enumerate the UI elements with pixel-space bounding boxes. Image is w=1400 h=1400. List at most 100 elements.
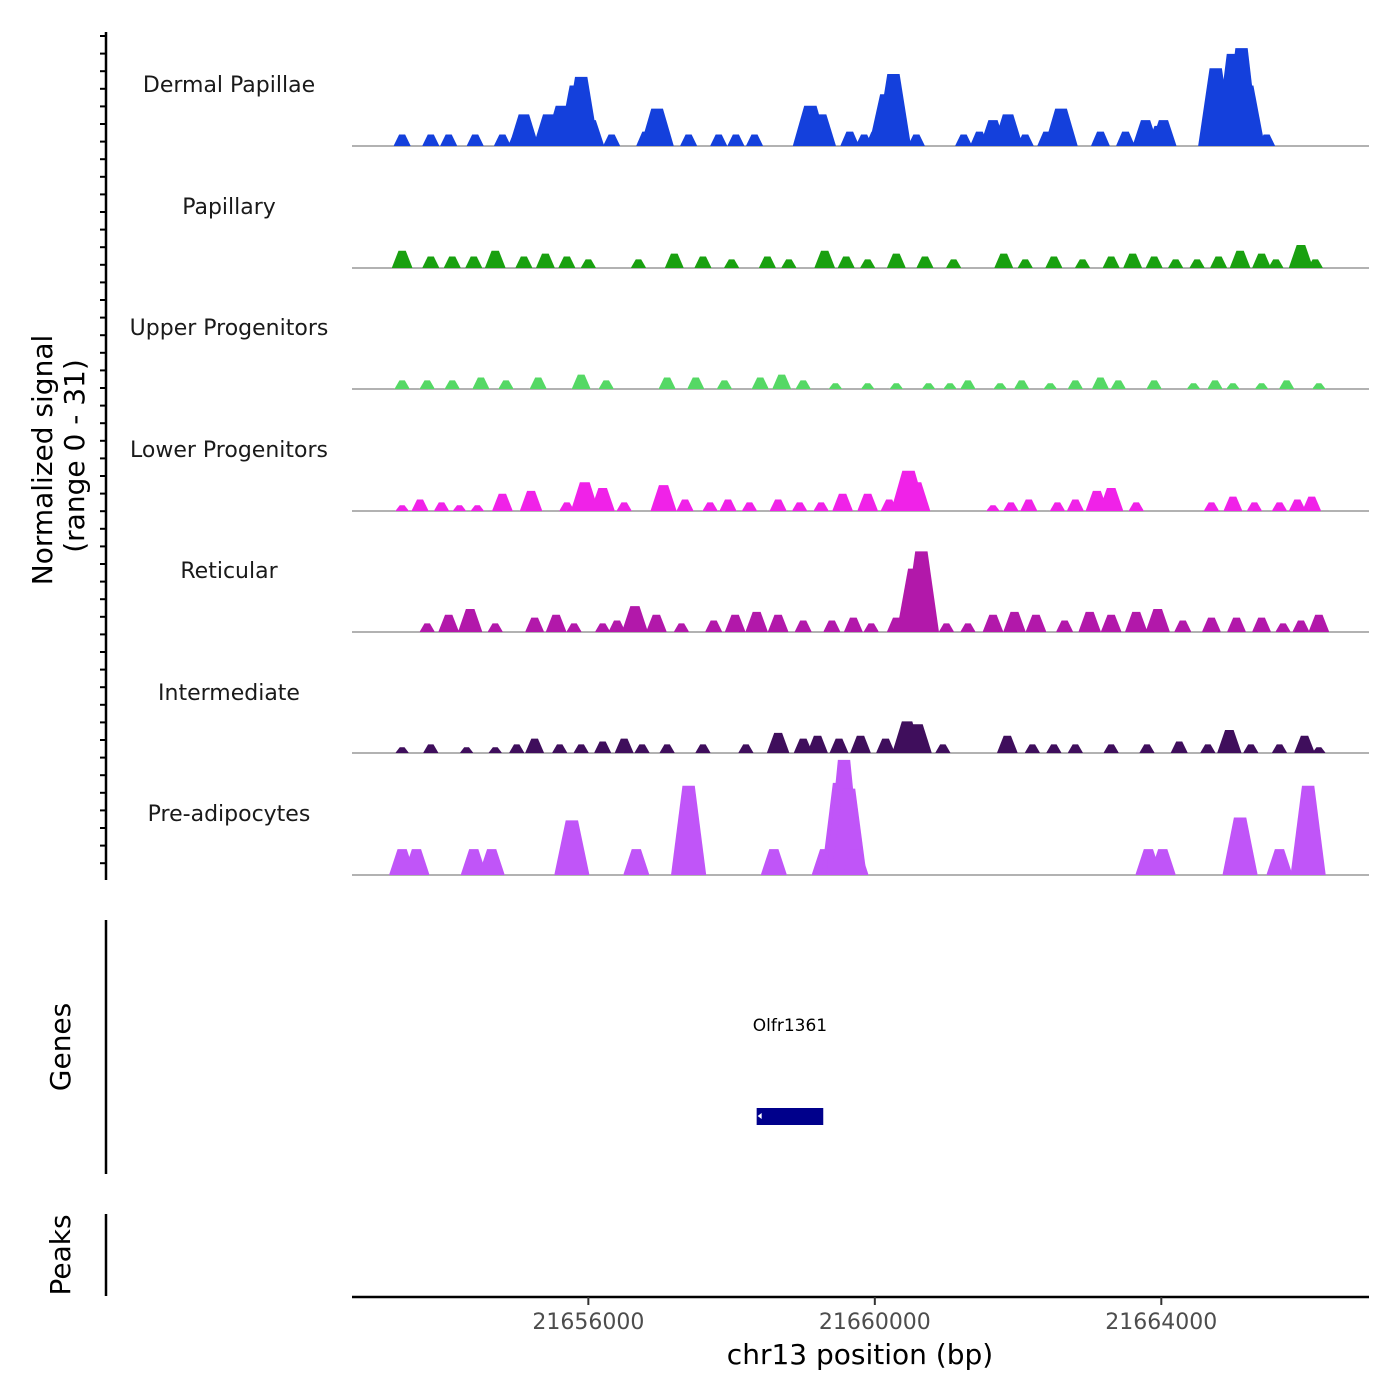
y-axis-title: Normalized signal	[26, 335, 59, 586]
signal-peak	[875, 74, 912, 146]
signal-peak	[943, 383, 957, 389]
track-dermal-papillae: Dermal Papillae	[143, 48, 1369, 147]
signal-peak	[422, 134, 440, 146]
signal-peak	[902, 482, 931, 511]
signal-peak	[828, 383, 843, 389]
signal-peak	[1292, 620, 1310, 632]
signal-peak	[1174, 620, 1192, 632]
signal-peak	[580, 259, 597, 268]
signal-peak	[1123, 253, 1143, 268]
signal-peak	[559, 502, 575, 511]
signal-peak	[443, 256, 461, 268]
signal-peak	[795, 380, 811, 389]
signal-peak	[578, 120, 605, 146]
signal-peak	[724, 614, 746, 632]
signal-peak	[535, 253, 555, 268]
signal-peak	[859, 259, 876, 268]
signal-peak	[1091, 377, 1110, 389]
signal-peak	[659, 744, 675, 753]
signal-peak	[395, 505, 409, 511]
y-axis-range-label: (range 0 - 31)	[58, 359, 91, 553]
signal-peak	[571, 374, 591, 389]
signal-peak	[1167, 259, 1184, 268]
gene-body-olfr1361	[756, 1108, 824, 1125]
signal-peak	[1145, 256, 1163, 268]
signal-peak	[781, 259, 797, 268]
signal-peak	[1275, 623, 1291, 632]
signal-peak	[945, 259, 962, 268]
track-pre-adipocytes: Pre-adipocytes	[148, 759, 1369, 876]
signal-peak	[472, 377, 490, 389]
signal-peak	[814, 250, 836, 268]
signal-peak	[634, 744, 650, 753]
signal-peak	[986, 505, 1000, 511]
signal-peak	[840, 131, 860, 146]
signal-peak	[1288, 499, 1306, 511]
signal-peak	[829, 738, 849, 753]
signal-peak	[751, 377, 769, 389]
signal-peak	[470, 505, 485, 511]
signal-peak	[1288, 244, 1314, 268]
signal-peak	[1252, 617, 1272, 632]
signal-peak	[1074, 259, 1091, 268]
signal-peak	[1308, 614, 1330, 632]
signal-peak	[1271, 744, 1288, 753]
signal-peak	[960, 623, 976, 632]
signal-peak	[1302, 496, 1322, 511]
signal-peak	[395, 747, 409, 753]
signal-peak	[955, 134, 973, 146]
track-label-pre-adipocytes: Pre-adipocytes	[148, 802, 311, 827]
signal-peak	[1100, 614, 1122, 632]
signal-peak	[842, 849, 869, 875]
signal-peak	[1229, 85, 1265, 146]
signal-peak	[393, 134, 411, 146]
track-reticular: Reticular	[180, 551, 1369, 633]
x-tick-label: 21656000	[532, 1310, 644, 1335]
gene-strand-arrow	[757, 1113, 762, 1119]
signal-peak	[727, 134, 745, 146]
signal-peak	[671, 785, 707, 875]
signal-peak	[1115, 131, 1135, 146]
signal-peak	[863, 623, 879, 632]
signal-peak	[996, 735, 1018, 753]
signal-peak	[702, 502, 718, 511]
signal-peak	[1043, 383, 1058, 389]
signal-peak	[806, 114, 837, 146]
signal-peak	[570, 482, 599, 511]
signal-peak	[1146, 380, 1162, 389]
signal-peak	[623, 849, 650, 875]
signal-peak	[876, 738, 896, 753]
signal-peak	[938, 623, 955, 632]
signal-peak	[676, 499, 694, 511]
track-label-intermediate: Intermediate	[158, 681, 300, 706]
signal-peak	[813, 502, 829, 511]
signal-peak	[478, 849, 505, 875]
track-label-upper-progenitors: Upper Progenitors	[130, 316, 329, 341]
signal-peak	[1102, 256, 1120, 268]
signal-peak	[459, 747, 474, 753]
signal-peak	[551, 744, 568, 753]
x-axis-title: chr13 position (bp)	[727, 1338, 993, 1371]
signal-peak	[1090, 131, 1110, 146]
signal-peak	[791, 502, 808, 511]
track-lower-progenitors: Lower Progenitors	[130, 438, 1369, 512]
signal-peak	[465, 256, 483, 268]
signal-peak	[807, 735, 828, 753]
signal-peak	[710, 134, 728, 146]
genes-panel-title: Genes	[44, 1003, 77, 1091]
signal-peak	[1124, 611, 1148, 632]
signal-peak	[1229, 250, 1251, 268]
signal-peak	[614, 738, 634, 753]
track-label-papillary: Papillary	[182, 195, 276, 220]
signal-peak	[794, 620, 812, 632]
signal-peak	[640, 108, 674, 146]
signal-peak	[519, 490, 543, 511]
signal-peak	[1207, 380, 1223, 389]
signal-peak	[1226, 383, 1240, 389]
signal-peak	[921, 383, 936, 389]
signal-peak	[1200, 744, 1216, 753]
signal-peak	[886, 253, 906, 268]
signal-peak	[1203, 502, 1220, 511]
signal-peak	[793, 738, 813, 753]
signal-peak	[1098, 487, 1124, 511]
